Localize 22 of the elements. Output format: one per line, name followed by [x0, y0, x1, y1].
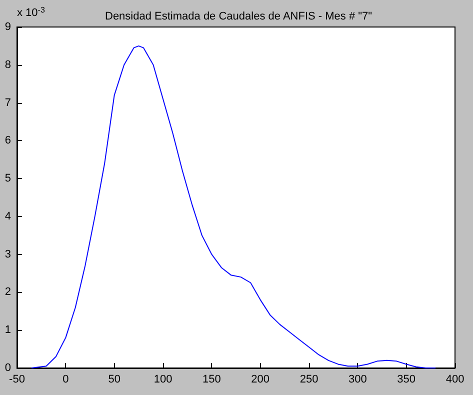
- y-tick-label: 6: [4, 134, 11, 147]
- x-tick-label: 200: [251, 374, 270, 386]
- y-tick-label: 0: [4, 362, 11, 374]
- x-tick-label: 300: [348, 374, 367, 386]
- y-tick-label: 8: [4, 58, 11, 71]
- y-tick-label: 5: [4, 172, 11, 185]
- y-tick-label: 9: [4, 21, 11, 33]
- y-tick-label: 4: [4, 210, 11, 222]
- x-tick-label: 0: [62, 374, 69, 386]
- y-tick-label: 1: [4, 324, 11, 336]
- chart-title: Densidad Estimada de Caudales de ANFIS - Mes # "7": [105, 10, 372, 22]
- x-tick-label: 150: [202, 374, 221, 386]
- x-tick-label: 50: [108, 374, 120, 386]
- x-tick-label: 400: [446, 374, 464, 386]
- y-tick-label: 2: [4, 286, 11, 298]
- x-tick-label: 100: [154, 374, 172, 386]
- x-tick-label: -50: [9, 374, 25, 386]
- y-tick-label: 7: [4, 96, 11, 109]
- y-tick-label: 3: [4, 248, 11, 260]
- x-tick-label: 350: [397, 374, 416, 386]
- line-series: [31, 45, 436, 368]
- x-tick-label: 250: [300, 374, 318, 386]
